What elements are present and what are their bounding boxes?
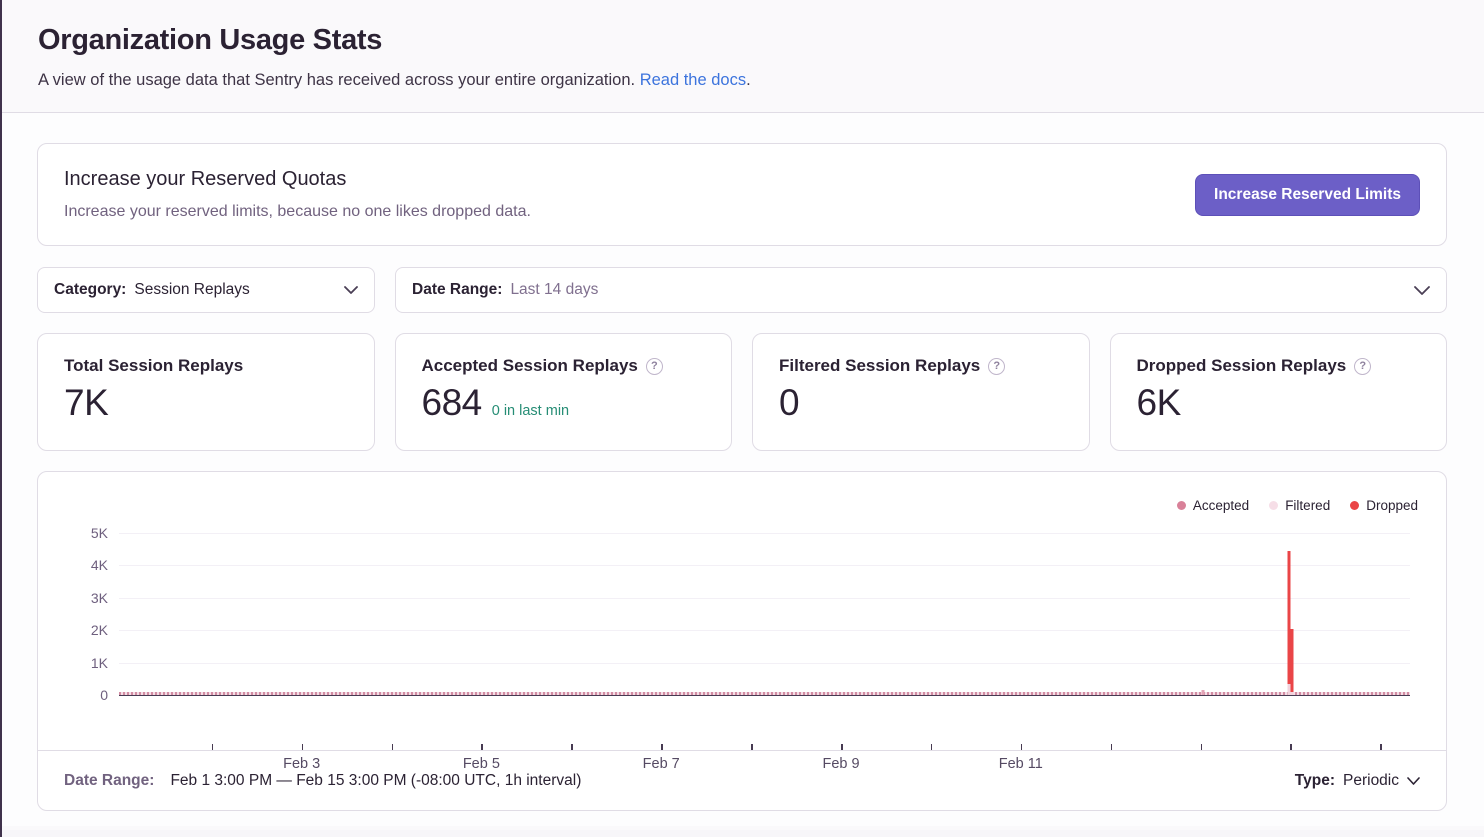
x-axis-tick xyxy=(1290,744,1292,750)
y-axis-tick-label: 4K xyxy=(90,557,108,574)
stat-card-title: Filtered Session Replays xyxy=(779,356,981,375)
legend-dot-icon xyxy=(1269,501,1279,510)
increase-reserved-limits-button[interactable]: Increase Reserved Limits xyxy=(1195,173,1420,216)
help-icon[interactable]: ? xyxy=(988,357,1006,375)
chart-bar-dropped[interactable] xyxy=(1290,629,1294,695)
legend-dot-icon xyxy=(1176,501,1186,510)
legend-item-filtered[interactable]: Filtered xyxy=(1269,498,1330,513)
stat-card-title: Accepted Session Replays xyxy=(421,356,638,375)
x-axis-tick-label: Feb 7 xyxy=(642,756,680,772)
chart-type-dropdown[interactable]: Type: Periodic xyxy=(1295,772,1420,790)
legend-item-dropped[interactable]: Dropped xyxy=(1350,498,1418,513)
x-axis-tick xyxy=(841,744,843,750)
x-axis-tick xyxy=(391,744,394,750)
chart-bar-base-segment xyxy=(1287,684,1291,695)
y-axis-tick-label: 3K xyxy=(90,589,108,606)
date-range-dropdown[interactable]: Date Range: Last 14 days xyxy=(395,267,1447,313)
x-axis-tick xyxy=(1380,744,1382,750)
x-axis-tick-label: Feb 9 xyxy=(822,756,860,772)
chart-bar-accepted[interactable] xyxy=(1201,690,1205,695)
stat-card-accepted-session-replays: Accepted Session Replays? 684 0 in last mi… xyxy=(394,333,732,451)
gridline xyxy=(119,662,1410,664)
date-range-label: Date Range: xyxy=(412,281,503,298)
main-content: Increase your Reserved Quotas Increase y… xyxy=(0,113,1484,826)
category-value: Session Replays xyxy=(134,281,250,298)
page-bottom-strip xyxy=(0,830,1484,837)
stats-row: Total Session Replays 7K Accepted Session … xyxy=(37,333,1447,451)
category-label: Category: xyxy=(54,281,127,298)
x-axis-tick xyxy=(930,744,933,750)
gridline xyxy=(119,565,1410,567)
gridline xyxy=(119,533,1410,534)
read-the-docs-link[interactable]: Read the docs xyxy=(639,71,747,89)
accepted-baseline-bars xyxy=(119,692,1410,695)
stat-card-title: Dropped Session Replays xyxy=(1136,356,1347,375)
chart-bar-dropped[interactable] xyxy=(1287,551,1291,695)
sidebar-edge xyxy=(0,0,2,837)
x-axis-tick xyxy=(211,744,214,750)
chart-plot[interactable]: Feb 3 Feb 5 Feb 7 Feb 9 Feb 11 5K 4K 3K 2K 1K 0 xyxy=(91,525,1410,772)
x-axis-tick-label: Feb 5 xyxy=(462,756,500,772)
quota-subtitle: Increase your reserved limits, because n… xyxy=(64,203,531,220)
stat-card-value: 6K xyxy=(1136,382,1182,423)
stat-card-value: 0 xyxy=(779,382,800,423)
stat-card-title: Total Session Replays xyxy=(64,356,244,375)
category-dropdown[interactable]: Category: Session Replays xyxy=(37,267,375,313)
x-axis-tick xyxy=(661,744,663,750)
gridline xyxy=(119,597,1410,599)
help-icon[interactable]: ? xyxy=(1354,357,1372,375)
date-range-value: Last 14 days xyxy=(510,281,599,298)
chart-footer: Date Range: Feb 1 3:00 PM — Feb 15 3:00 … xyxy=(38,750,1446,810)
page-header: Organization Usage Stats A view of the u… xyxy=(0,0,1484,113)
x-axis-line xyxy=(119,694,1410,696)
chart-bar-base-segment xyxy=(1290,692,1294,695)
gridline xyxy=(119,630,1410,632)
x-axis-zone: Feb 3 Feb 5 Feb 7 Feb 9 Feb 11 xyxy=(119,695,1410,772)
page-subtitle: A view of the usage data that Sentry has… xyxy=(38,71,751,89)
x-axis-tick xyxy=(1110,744,1113,750)
x-axis-tick-label: Feb 11 xyxy=(998,756,1043,772)
x-axis-tick xyxy=(481,744,483,750)
y-axis-tick-label: 5K xyxy=(90,525,108,541)
x-axis-tick xyxy=(751,744,753,750)
y-axis-tick-label: 2K xyxy=(90,622,108,639)
y-axis-tick-label: 1K xyxy=(90,654,108,671)
stat-card-filtered-session-replays: Filtered Session Replays? 0 xyxy=(752,333,1090,451)
stat-card-total-session-replays: Total Session Replays 7K xyxy=(37,333,375,451)
footer-date-range-value: Feb 1 3:00 PM — Feb 15 3:00 PM (-08:00 U… xyxy=(170,771,582,789)
quota-title: Increase your Reserved Quotas xyxy=(64,168,347,190)
legend-item-accepted[interactable]: Accepted xyxy=(1176,498,1249,513)
quota-banner: Increase your Reserved Quotas Increase y… xyxy=(37,143,1447,246)
chevron-down-icon xyxy=(1407,776,1420,785)
chevron-down-icon xyxy=(344,286,358,294)
x-axis-tick-label: Feb 3 xyxy=(283,756,321,772)
filter-row: Category: Session Replays Date Range: La… xyxy=(37,267,1447,313)
y-axis-tick-label: 0 xyxy=(100,687,108,703)
x-axis-tick xyxy=(571,744,573,750)
stat-card-dropped-session-replays: Dropped Session Replays? 6K xyxy=(1109,333,1447,451)
chevron-down-icon xyxy=(1414,285,1430,295)
help-icon[interactable]: ? xyxy=(645,357,663,375)
legend-dot-icon xyxy=(1350,501,1360,510)
x-axis-tick xyxy=(1020,744,1023,750)
x-axis-tick xyxy=(1200,744,1203,750)
stat-card-value: 684 xyxy=(421,382,483,423)
stat-card-live-count: 0 in last min xyxy=(491,403,570,419)
page-title: Organization Usage Stats xyxy=(38,24,383,56)
x-axis-tick xyxy=(301,744,304,750)
stat-card-value: 7K xyxy=(64,382,109,423)
chart-legend: Accepted Filtered Dropped xyxy=(66,498,1418,513)
footer-date-range-label: Date Range: xyxy=(64,771,155,789)
